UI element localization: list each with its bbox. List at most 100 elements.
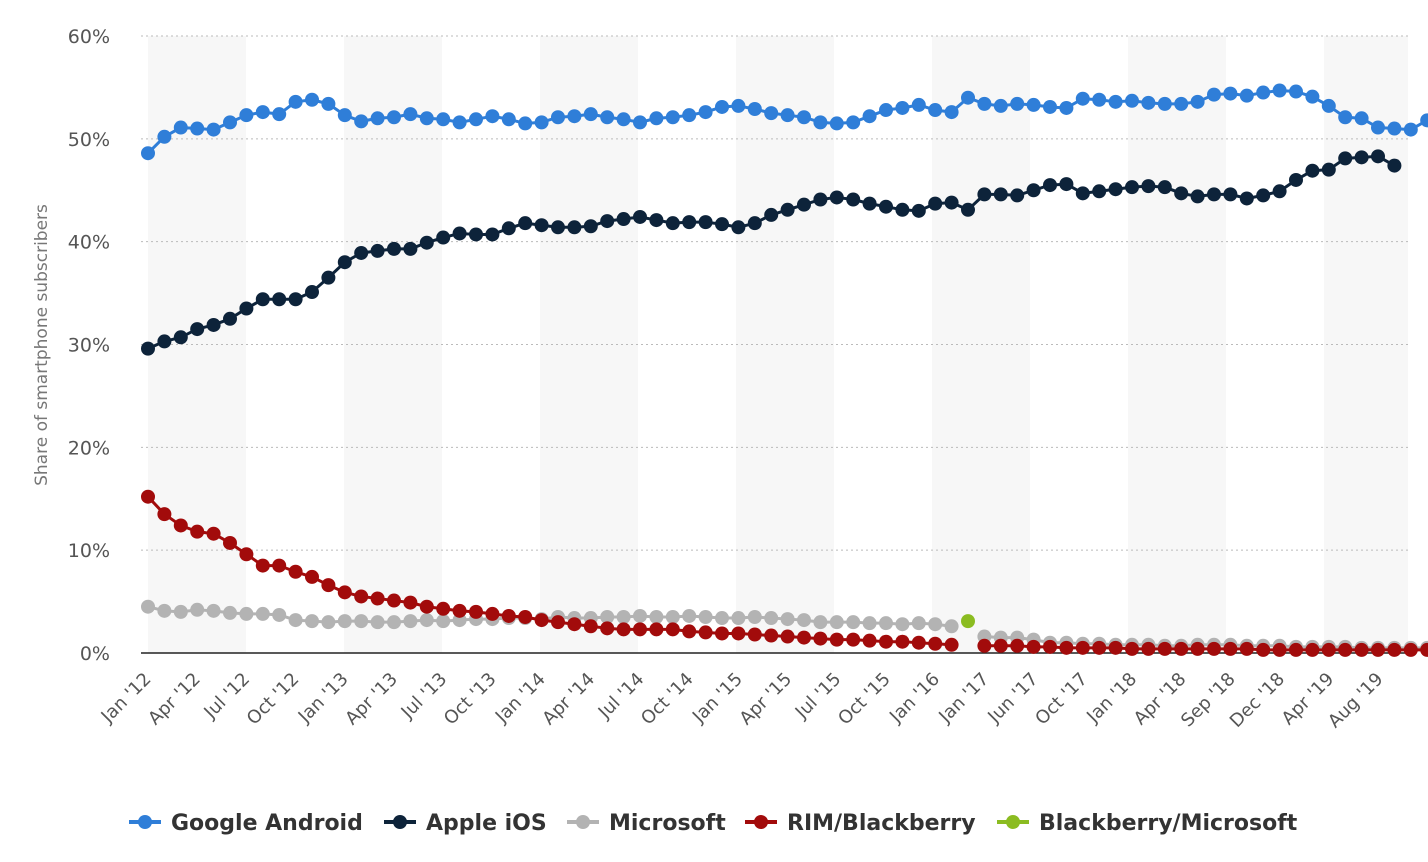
data-point[interactable] <box>1321 642 1336 657</box>
data-point[interactable] <box>977 187 992 202</box>
data-point[interactable] <box>321 615 336 630</box>
data-point[interactable] <box>1223 86 1238 101</box>
data-point[interactable] <box>387 615 401 630</box>
data-point[interactable] <box>403 107 418 122</box>
data-point[interactable] <box>272 292 287 307</box>
data-point[interactable] <box>305 569 319 584</box>
data-point[interactable] <box>1272 642 1287 657</box>
data-point[interactable] <box>370 243 385 258</box>
data-point[interactable] <box>567 109 582 124</box>
data-point[interactable] <box>1190 94 1205 109</box>
data-point[interactable] <box>895 202 910 217</box>
data-point[interactable] <box>1174 641 1189 656</box>
data-point[interactable] <box>665 216 680 231</box>
data-point[interactable] <box>305 614 319 629</box>
data-point[interactable] <box>846 115 861 130</box>
data-point[interactable] <box>846 632 861 647</box>
legend-item[interactable]: Apple iOS <box>384 811 547 836</box>
data-point[interactable] <box>1387 642 1402 657</box>
data-point[interactable] <box>141 341 155 356</box>
data-point[interactable] <box>911 616 926 631</box>
data-point[interactable] <box>665 622 680 637</box>
data-point[interactable] <box>1174 186 1189 201</box>
data-point[interactable] <box>190 322 205 337</box>
data-point[interactable] <box>403 241 418 256</box>
data-point[interactable] <box>944 105 959 120</box>
data-point[interactable] <box>682 108 697 123</box>
data-point[interactable] <box>1403 642 1418 657</box>
data-point[interactable] <box>862 109 877 124</box>
data-point[interactable] <box>1092 184 1107 199</box>
data-point[interactable] <box>764 611 779 626</box>
data-point[interactable] <box>616 610 631 625</box>
data-point[interactable] <box>993 187 1008 202</box>
data-point[interactable] <box>895 617 910 632</box>
data-point[interactable] <box>961 614 975 629</box>
data-point[interactable] <box>879 634 893 649</box>
data-point[interactable] <box>370 615 385 630</box>
data-point[interactable] <box>157 334 172 349</box>
data-point[interactable] <box>911 97 926 112</box>
data-point[interactable] <box>846 615 861 630</box>
legend[interactable]: Google Android Apple iOS Microsoft RIM/Blac… <box>129 811 1298 836</box>
data-point[interactable] <box>715 626 729 641</box>
data-point[interactable] <box>764 106 779 121</box>
data-point[interactable] <box>255 558 270 573</box>
data-point[interactable] <box>993 638 1008 653</box>
data-point[interactable] <box>879 616 893 631</box>
data-point[interactable] <box>239 547 254 562</box>
data-point[interactable] <box>288 94 303 109</box>
data-point[interactable] <box>337 614 352 629</box>
data-point[interactable] <box>1043 99 1057 114</box>
data-point[interactable] <box>354 245 369 260</box>
data-point[interactable] <box>1387 121 1402 136</box>
data-point[interactable] <box>928 196 943 211</box>
data-point[interactable] <box>206 526 221 541</box>
data-point[interactable] <box>1239 88 1254 103</box>
data-point[interactable] <box>1075 640 1090 655</box>
data-point[interactable] <box>1403 122 1418 137</box>
data-point[interactable] <box>551 220 565 235</box>
data-point[interactable] <box>272 607 287 622</box>
data-point[interactable] <box>1043 639 1057 654</box>
data-point[interactable] <box>321 270 336 285</box>
data-point[interactable] <box>715 217 729 232</box>
data-point[interactable] <box>206 603 221 618</box>
data-point[interactable] <box>731 220 746 235</box>
legend-item[interactable]: RIM/Blackberry <box>745 811 976 836</box>
data-point[interactable] <box>1371 149 1385 164</box>
data-point[interactable] <box>141 599 155 614</box>
data-point[interactable] <box>1272 83 1287 98</box>
data-point[interactable] <box>862 616 877 631</box>
data-point[interactable] <box>370 111 385 126</box>
data-point[interactable] <box>715 99 729 114</box>
data-point[interactable] <box>157 507 172 522</box>
data-point[interactable] <box>387 110 401 125</box>
data-point[interactable] <box>551 615 565 630</box>
data-point[interactable] <box>157 603 172 618</box>
data-point[interactable] <box>534 115 549 130</box>
data-point[interactable] <box>1272 184 1287 199</box>
data-point[interactable] <box>879 199 893 214</box>
data-point[interactable] <box>288 292 303 307</box>
data-point[interactable] <box>682 215 697 230</box>
data-point[interactable] <box>223 115 237 130</box>
data-point[interactable] <box>1321 98 1336 113</box>
data-point[interactable] <box>288 564 303 579</box>
data-point[interactable] <box>485 109 500 124</box>
data-point[interactable] <box>419 599 434 614</box>
data-point[interactable] <box>1010 638 1025 653</box>
data-point[interactable] <box>911 203 926 218</box>
data-point[interactable] <box>911 635 926 650</box>
data-point[interactable] <box>747 627 762 642</box>
data-point[interactable] <box>928 103 943 118</box>
data-point[interactable] <box>633 115 647 130</box>
data-point[interactable] <box>1174 96 1189 111</box>
data-point[interactable] <box>387 241 401 256</box>
data-point[interactable] <box>485 227 500 242</box>
data-point[interactable] <box>1092 640 1107 655</box>
data-point[interactable] <box>698 105 713 120</box>
data-point[interactable] <box>944 619 959 634</box>
data-point[interactable] <box>272 558 287 573</box>
data-point[interactable] <box>239 606 254 621</box>
